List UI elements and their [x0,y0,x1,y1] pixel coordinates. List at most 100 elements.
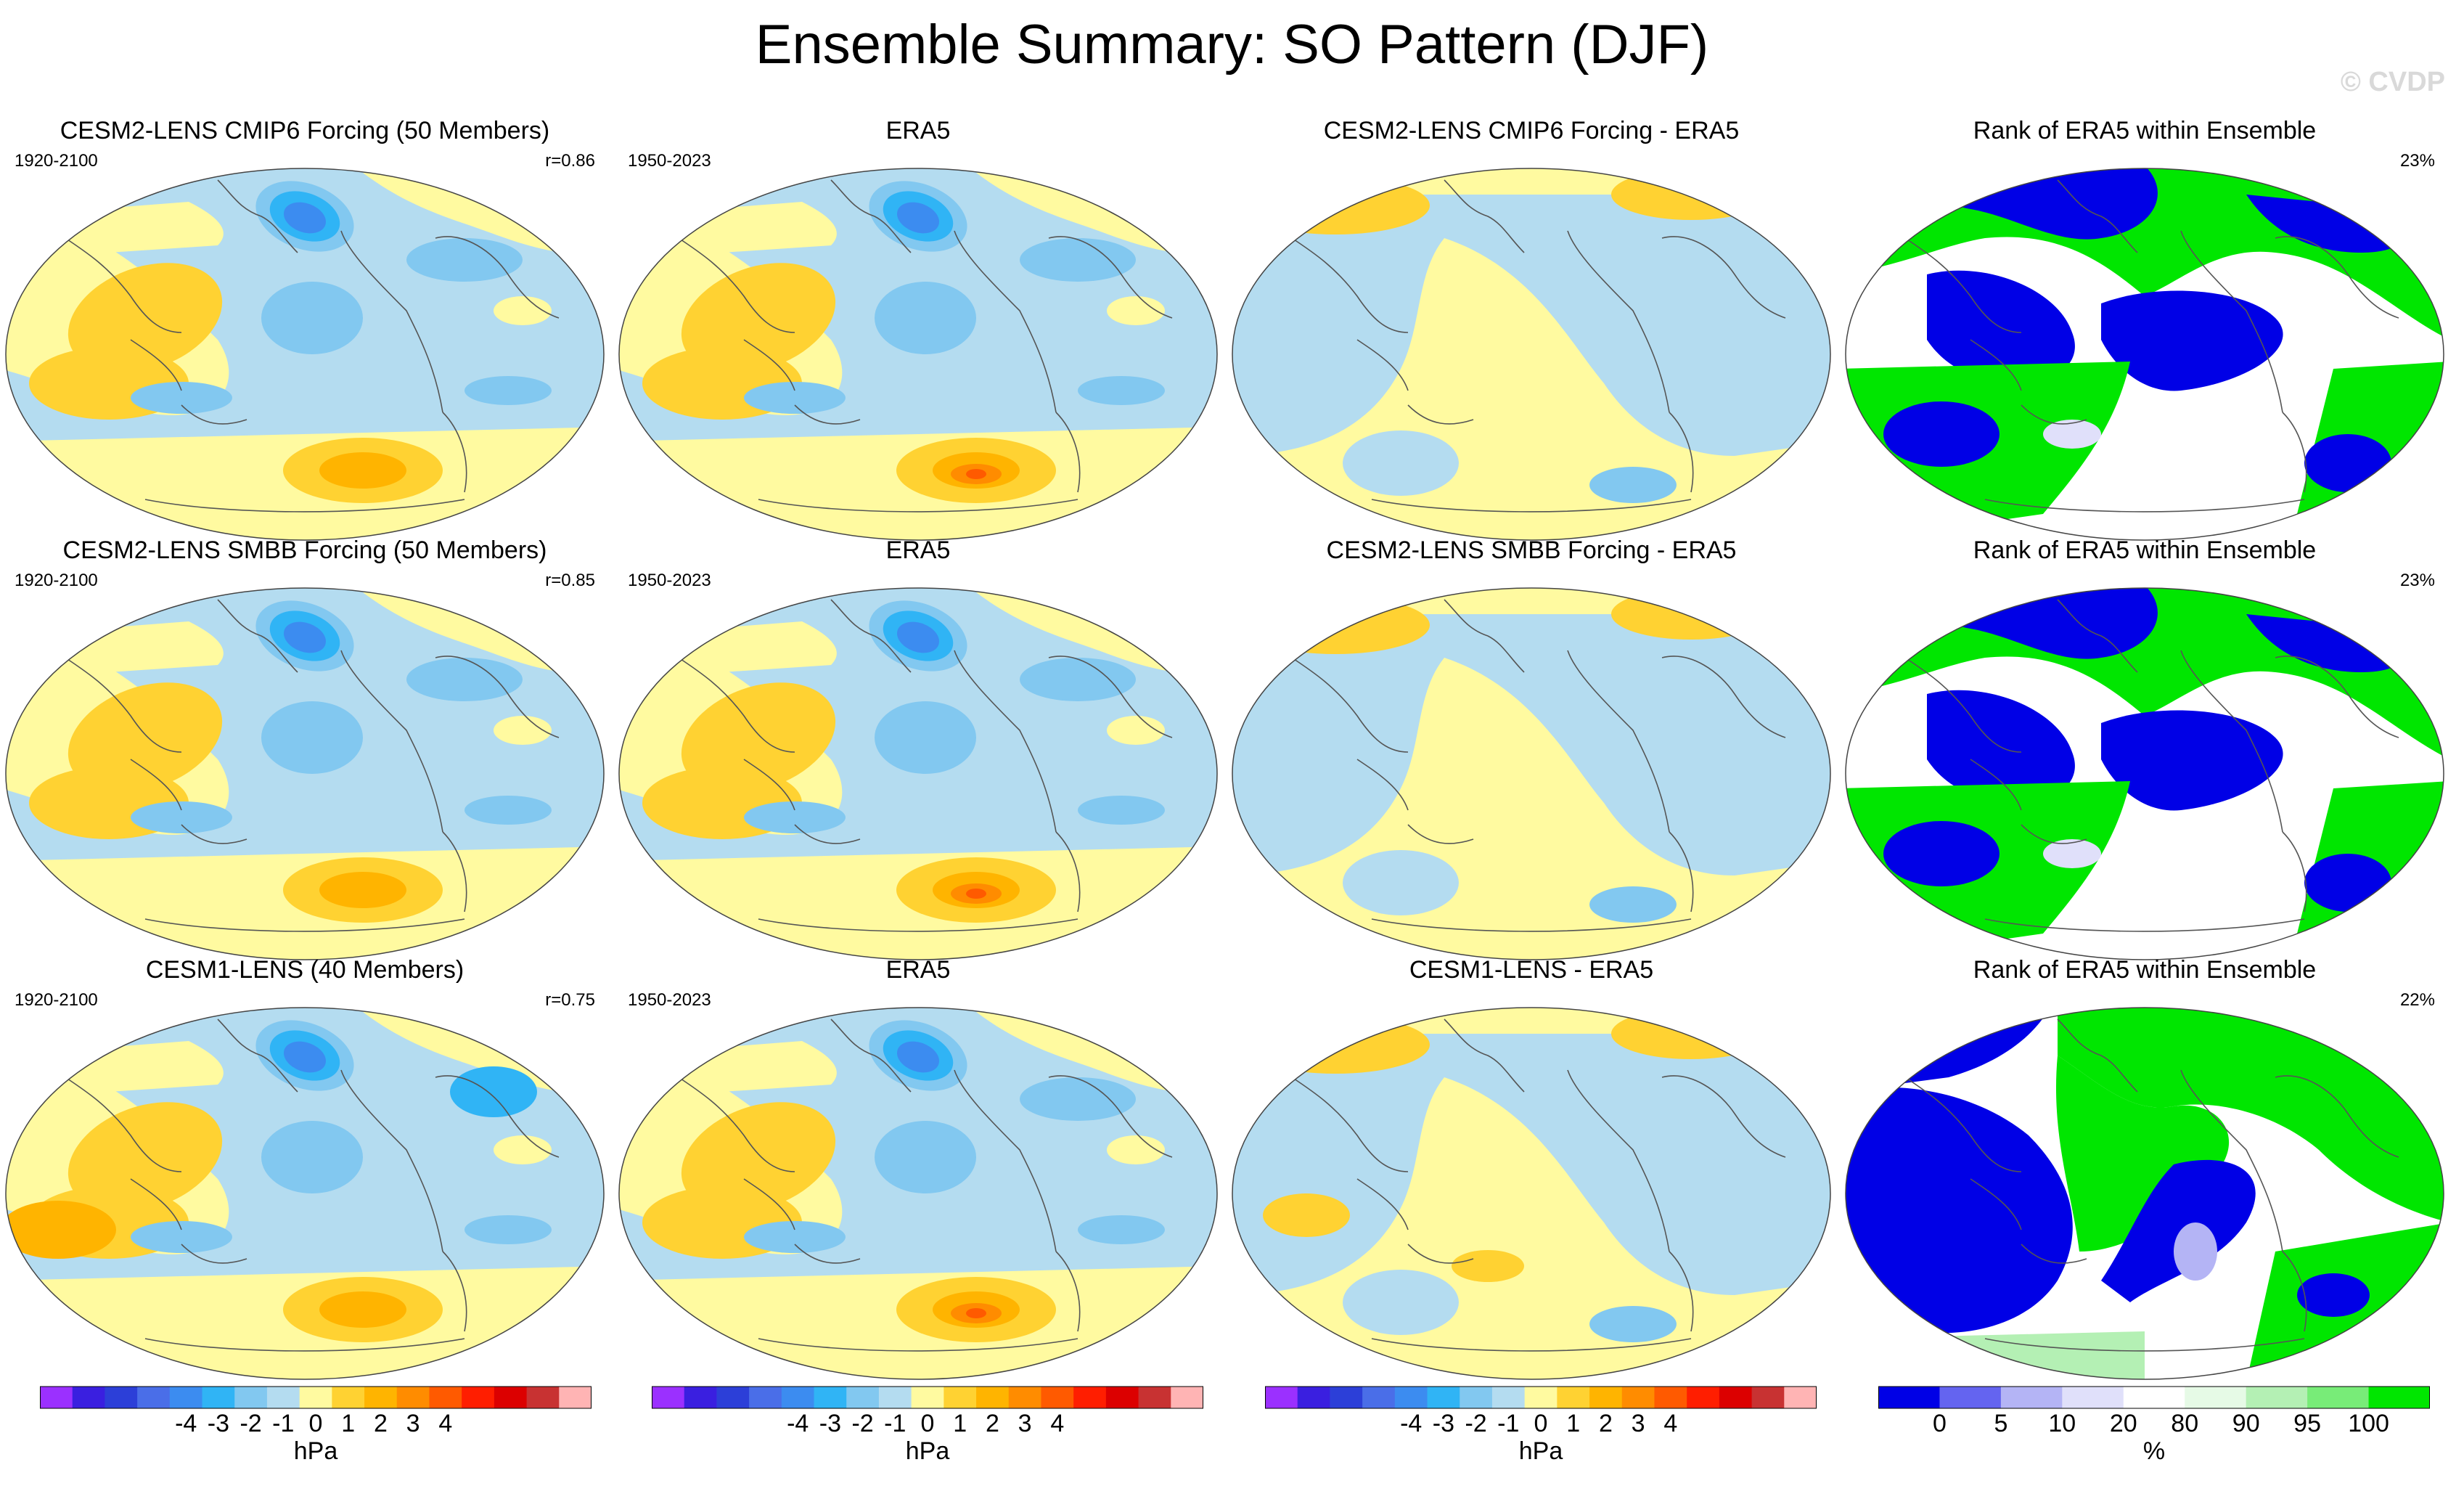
colorbar-swatch [1105,1387,1139,1408]
colorbar-unit: hPa [1518,1437,1563,1465]
colorbar-tick-label: 0 [921,1410,935,1436]
colorbar-hpa-1: -4 -3 -2 -1 0 1 2 3 4 hPa [40,1385,592,1465]
colorbar-unit: hPa [293,1437,338,1465]
coastlines [1904,599,2399,932]
robinson-map [5,1007,605,1380]
colorbar-swatch [2368,1387,2430,1408]
colorbar-tick-label: 3 [1632,1410,1645,1436]
negative-anomaly [131,1221,232,1253]
colorbar-swatches: -4 -3 -2 -1 0 1 2 3 4 [40,1386,592,1436]
colorbar-swatch [944,1387,977,1408]
colorbar-hpa-2: -4 -3 -2 -1 0 1 2 3 4 hPa [652,1385,1203,1465]
coastlines [1904,179,2399,513]
colorbar-swatch [1073,1387,1107,1408]
figure-title: Ensemble Summary: SO Pattern (DJF) [755,14,1709,75]
colorbar-swatch [1297,1387,1330,1408]
colorbar-swatch [1751,1387,1785,1408]
colorbar-swatch [1265,1387,1298,1408]
map-outline [5,1007,605,1380]
colorbar-swatch [781,1387,815,1408]
colorbar-swatch [1138,1387,1171,1408]
panel-stat: 23% [2399,151,2435,171]
colorbar-swatch [976,1387,1010,1408]
map-field [1846,168,2444,540]
colorbar-swatch [1460,1387,1493,1408]
colorbar-tick-label: 90 [2232,1410,2260,1436]
positive-anomaly [1248,920,1335,947]
positive-anomaly [319,452,406,489]
negative-anomaly [1343,1270,1459,1335]
positive-anomaly [966,469,986,479]
panel-title: Rank of ERA5 within Ensemble [1973,956,2317,984]
positive-anomaly [1248,1340,1335,1366]
panel-title: ERA5 [885,536,951,564]
rank-low [2304,434,2391,492]
panel-period: 1920-2100 [15,571,98,590]
coastlines [678,599,1173,932]
colorbar-frame [1878,1386,2430,1409]
map-panel: CESM1-LENS (40 Members) 1920-2100 r=0.75 [0,955,610,1380]
negative-anomaly [1020,1077,1136,1121]
colorbar-swatch [1041,1387,1074,1408]
colorbar-unit: % [2142,1437,2166,1465]
colorbar-swatch [1491,1387,1526,1408]
map-panel: ERA5 1950-2023 [613,116,1223,541]
colorbar-swatches: 0 5 10 20 80 90 95 100 [1878,1386,2430,1436]
colorbar-tick-label: 3 [1018,1410,1032,1436]
robinson-map [1845,587,2444,960]
panel-title: CESM2-LENS SMBB Forcing - ERA5 [1326,536,1737,564]
panel-period: 1920-2100 [15,151,98,171]
field-north-band [1232,168,1830,195]
positive-anomaly [6,1201,116,1259]
colorbar-swatch [462,1387,495,1408]
colorbar-swatch [1621,1387,1655,1408]
negative-anomaly [1589,886,1677,923]
panel-title: Rank of ERA5 within Ensemble [1973,117,2317,144]
rank-low [2304,854,2391,912]
negative-anomaly [464,1215,552,1244]
coastlines [65,1018,560,1352]
negative-anomaly [261,282,363,354]
colorbar-swatch [716,1387,750,1408]
colorbar-swatch [684,1387,717,1408]
colorbar-tick-label: 80 [2171,1410,2198,1436]
positive-anomaly [67,682,223,793]
negative-anomaly [744,382,846,414]
colorbar-tick-label: 2 [1599,1410,1613,1436]
colorbar-swatch [652,1387,685,1408]
colorbar-swatch [332,1387,365,1408]
colorbar-frame [1265,1386,1817,1409]
colorbar-swatch [749,1387,782,1408]
colorbar-tick-label: -2 [1465,1410,1486,1436]
colorbar-swatch [814,1387,847,1408]
colorbar-swatch [234,1387,268,1408]
panel-title: CESM1-LENS - ERA5 [1409,956,1654,984]
colorbar-swatch [1008,1387,1041,1408]
map-panel: CESM2-LENS CMIP6 Forcing - ERA5 [1227,116,1836,541]
robinson-map [5,587,605,960]
map-panel: Rank of ERA5 within Ensemble 23% [1840,116,2449,541]
negative-anomaly [896,621,940,653]
negative-anomaly [1078,376,1165,405]
panel-title: CESM2-LENS CMIP6 Forcing - ERA5 [1323,117,1740,144]
map-outline [1845,587,2444,960]
map-outline [1845,168,2444,541]
coastlines [1291,1018,1786,1352]
colorbar-hpa-3: -4 -3 -2 -1 0 1 2 3 4 hPa [1265,1385,1817,1465]
negative-anomaly [875,282,976,354]
negative-anomaly [744,1221,846,1253]
colorbar-swatch [299,1387,332,1408]
negative-anomaly [131,801,232,833]
negative-anomaly [875,1121,976,1193]
negative-anomaly [1078,796,1165,825]
negative-anomaly [875,701,976,774]
colorbar-tick-label: 0 [309,1410,323,1436]
negative-anomaly [1020,658,1136,701]
positive-anomaly [681,263,836,373]
positive-anomaly [1241,176,1430,234]
rank-low [1846,1087,2073,1334]
cvdp-watermark: © CVDP [2340,67,2445,97]
negative-anomaly [464,796,552,825]
colorbar-tick-label: 4 [1050,1410,1064,1436]
map-outline [1232,1007,1831,1380]
